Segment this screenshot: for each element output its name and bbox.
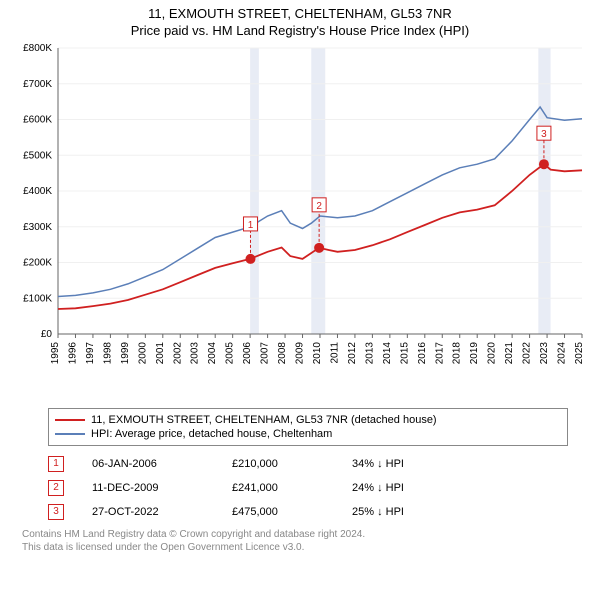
svg-text:2016: 2016 [417, 341, 428, 364]
title-line-2: Price paid vs. HM Land Registry's House … [10, 23, 590, 40]
event-row-1: 1 06-JAN-2006 £210,000 34% ↓ HPI [48, 452, 568, 476]
svg-text:£0: £0 [41, 329, 53, 340]
event-price-2: £241,000 [232, 482, 352, 494]
event-price-3: £475,000 [232, 506, 352, 518]
svg-text:2022: 2022 [522, 341, 533, 364]
legend-row-hpi: HPI: Average price, detached house, Chel… [55, 427, 561, 441]
svg-text:2025: 2025 [574, 341, 585, 364]
line-chart-svg: £0 £100K £200K £300K £400K £500K £600K £700K £80… [10, 42, 590, 402]
event-price-1: £210,000 [232, 458, 352, 470]
svg-text:2002: 2002 [172, 341, 183, 364]
svg-text:2011: 2011 [329, 341, 340, 363]
svg-text:2018: 2018 [452, 341, 463, 364]
svg-text:3: 3 [541, 129, 547, 140]
svg-text:£800K: £800K [23, 43, 52, 54]
events-table: 1 06-JAN-2006 £210,000 34% ↓ HPI 2 11-DE… [48, 452, 568, 524]
svg-text:2019: 2019 [469, 341, 480, 364]
svg-text:2001: 2001 [155, 341, 166, 364]
svg-text:2000: 2000 [137, 341, 148, 364]
event-delta-3: 25% ↓ HPI [352, 506, 568, 518]
event-date-1: 06-JAN-2006 [92, 458, 232, 470]
svg-text:£600K: £600K [23, 114, 52, 125]
legend-swatch-property [55, 419, 85, 421]
event-date-2: 11-DEC-2009 [92, 482, 232, 494]
svg-text:2009: 2009 [295, 341, 306, 364]
svg-text:1998: 1998 [102, 341, 113, 364]
svg-text:2024: 2024 [557, 341, 568, 364]
legend-row-property: 11, EXMOUTH STREET, CHELTENHAM, GL53 7NR… [55, 413, 561, 427]
svg-text:£500K: £500K [23, 150, 52, 161]
svg-text:2010: 2010 [312, 341, 323, 364]
legend-label-property: 11, EXMOUTH STREET, CHELTENHAM, GL53 7NR… [91, 414, 437, 426]
event-date-3: 27-OCT-2022 [92, 506, 232, 518]
svg-text:1999: 1999 [120, 341, 131, 364]
svg-text:2007: 2007 [260, 341, 271, 364]
footer-line-2: This data is licensed under the Open Gov… [22, 541, 582, 554]
svg-text:2015: 2015 [399, 341, 410, 364]
svg-text:2021: 2021 [504, 341, 515, 364]
event-marker-2: 2 [48, 480, 64, 496]
svg-text:2003: 2003 [190, 341, 201, 364]
legend-swatch-hpi [55, 433, 85, 435]
svg-text:2006: 2006 [242, 341, 253, 364]
title-line-1: 11, EXMOUTH STREET, CHELTENHAM, GL53 7NR [10, 6, 590, 23]
event-marker-1: 1 [48, 456, 64, 472]
svg-text:2014: 2014 [382, 341, 393, 364]
svg-text:2: 2 [316, 201, 322, 212]
footer: Contains HM Land Registry data © Crown c… [22, 528, 582, 554]
legend: 11, EXMOUTH STREET, CHELTENHAM, GL53 7NR… [48, 408, 568, 446]
footer-line-1: Contains HM Land Registry data © Crown c… [22, 528, 582, 541]
event-row-3: 3 27-OCT-2022 £475,000 25% ↓ HPI [48, 500, 568, 524]
event-marker-3: 3 [48, 504, 64, 520]
svg-text:£700K: £700K [23, 79, 52, 90]
svg-text:2005: 2005 [225, 341, 236, 364]
chart-container: 11, EXMOUTH STREET, CHELTENHAM, GL53 7NR… [0, 0, 600, 562]
svg-text:1996: 1996 [67, 341, 78, 364]
svg-text:1995: 1995 [50, 341, 61, 364]
svg-text:2020: 2020 [487, 341, 498, 364]
svg-text:£200K: £200K [23, 257, 52, 268]
svg-text:1997: 1997 [85, 341, 96, 364]
chart-area: £0 £100K £200K £300K £400K £500K £600K £700K £80… [10, 42, 590, 402]
event-row-2: 2 11-DEC-2009 £241,000 24% ↓ HPI [48, 476, 568, 500]
svg-text:2012: 2012 [347, 341, 358, 364]
svg-text:£300K: £300K [23, 222, 52, 233]
svg-text:2023: 2023 [539, 341, 550, 364]
event-delta-1: 34% ↓ HPI [352, 458, 568, 470]
svg-text:2017: 2017 [434, 341, 445, 364]
event-delta-2: 24% ↓ HPI [352, 482, 568, 494]
legend-label-hpi: HPI: Average price, detached house, Chel… [91, 428, 332, 440]
svg-text:2004: 2004 [207, 341, 218, 364]
svg-text:1: 1 [248, 220, 254, 231]
title-block: 11, EXMOUTH STREET, CHELTENHAM, GL53 7NR… [10, 6, 590, 40]
svg-text:£400K: £400K [23, 186, 52, 197]
svg-text:2008: 2008 [277, 341, 288, 364]
svg-text:2013: 2013 [364, 341, 375, 364]
svg-text:£100K: £100K [23, 293, 52, 304]
